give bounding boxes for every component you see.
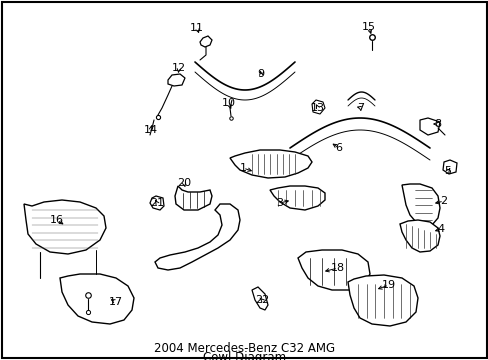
Text: 2004 Mercedes-Benz C32 AMG: 2004 Mercedes-Benz C32 AMG <box>154 342 334 355</box>
Polygon shape <box>442 160 456 174</box>
Polygon shape <box>200 36 212 47</box>
Text: 14: 14 <box>143 125 158 135</box>
Text: 15: 15 <box>361 22 375 32</box>
Text: 1: 1 <box>239 163 246 173</box>
Polygon shape <box>155 204 240 270</box>
Polygon shape <box>150 196 163 210</box>
Text: 8: 8 <box>433 119 441 129</box>
Text: 22: 22 <box>254 295 268 305</box>
Text: 3: 3 <box>276 198 283 208</box>
Text: 7: 7 <box>357 103 364 113</box>
Polygon shape <box>60 274 134 324</box>
Text: 10: 10 <box>222 98 236 108</box>
Polygon shape <box>401 184 439 226</box>
Text: 13: 13 <box>310 103 325 113</box>
Text: 6: 6 <box>335 143 342 153</box>
Text: 12: 12 <box>172 63 185 73</box>
Text: 18: 18 <box>330 263 345 273</box>
Polygon shape <box>419 118 439 135</box>
Text: Cowl Diagram: Cowl Diagram <box>203 351 285 360</box>
Polygon shape <box>229 150 311 178</box>
Polygon shape <box>347 275 417 326</box>
Polygon shape <box>24 200 106 254</box>
Polygon shape <box>251 287 267 310</box>
Text: 11: 11 <box>190 23 203 33</box>
Text: 4: 4 <box>437 224 444 234</box>
Text: 21: 21 <box>150 198 164 208</box>
Polygon shape <box>297 250 369 290</box>
Polygon shape <box>269 186 325 210</box>
Polygon shape <box>175 186 212 210</box>
Text: 9: 9 <box>257 69 264 79</box>
Polygon shape <box>311 100 325 114</box>
Text: 19: 19 <box>381 280 395 290</box>
Polygon shape <box>399 220 439 252</box>
Text: 2: 2 <box>440 196 447 206</box>
Text: 16: 16 <box>50 215 64 225</box>
Polygon shape <box>168 74 184 86</box>
Text: 5: 5 <box>444 166 450 176</box>
Text: 20: 20 <box>177 178 191 188</box>
Text: 17: 17 <box>109 297 123 307</box>
